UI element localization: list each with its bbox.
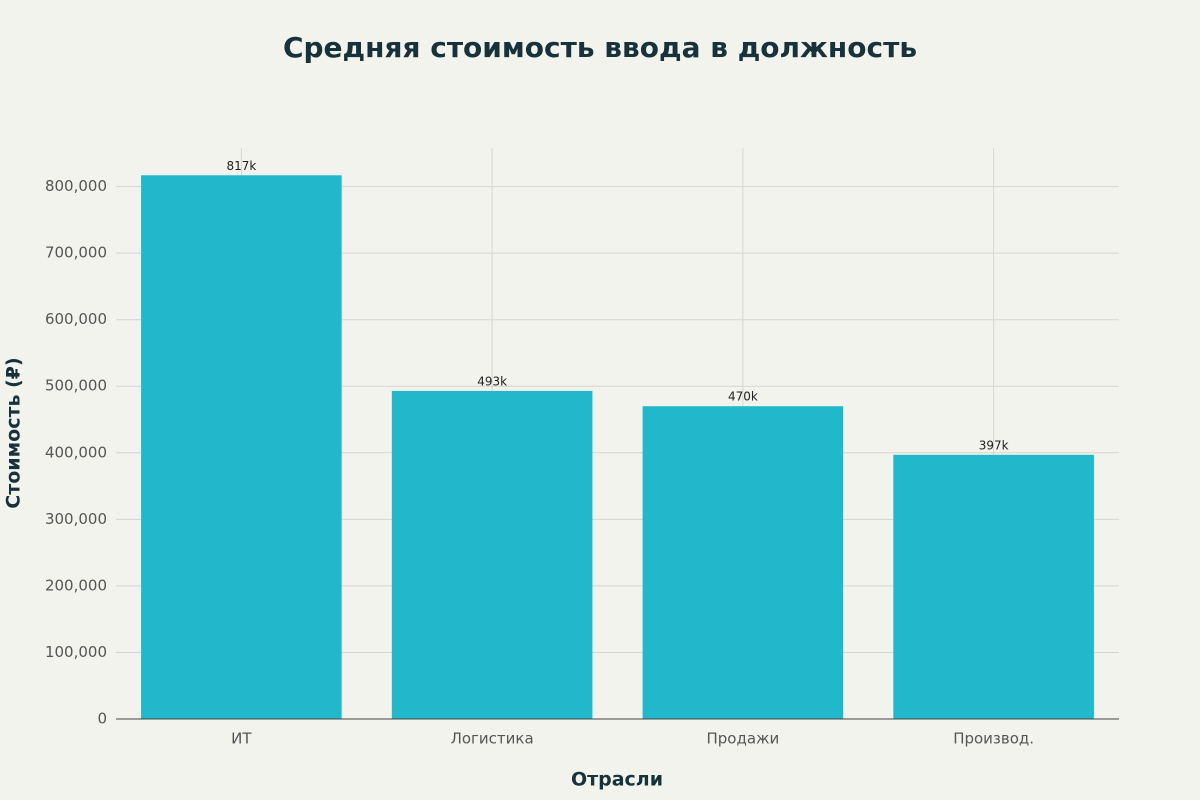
bar: [642, 406, 844, 719]
bar: [893, 454, 1094, 719]
value-label: 397k: [979, 438, 1009, 452]
y-tick-label: 800,000: [45, 177, 107, 195]
x-tick-label: Логистика: [451, 730, 534, 748]
x-tick-label: Производ.: [953, 730, 1034, 748]
y-tick-label: 200,000: [45, 576, 107, 594]
x-axis-title: Отрасли: [571, 769, 663, 791]
x-tick-label: Продажи: [706, 730, 779, 748]
y-axis-title: Стоимость (₽): [3, 357, 25, 508]
y-tick-label: 500,000: [45, 377, 107, 395]
chart-title: Средняя стоимость ввода в должность: [283, 31, 917, 64]
y-tick-label: 600,000: [45, 310, 107, 328]
y-tick-label: 400,000: [45, 443, 107, 461]
x-tick-label: ИТ: [231, 730, 252, 748]
value-label: 817k: [226, 159, 256, 173]
value-label: 493k: [477, 374, 507, 388]
value-label: 470k: [728, 390, 758, 404]
y-tick-label: 0: [97, 710, 107, 728]
bar: [141, 175, 342, 720]
y-tick-label: 100,000: [45, 643, 107, 661]
y-tick-label: 300,000: [45, 510, 107, 528]
bar: [391, 390, 593, 719]
y-tick-label: 700,000: [45, 244, 107, 262]
